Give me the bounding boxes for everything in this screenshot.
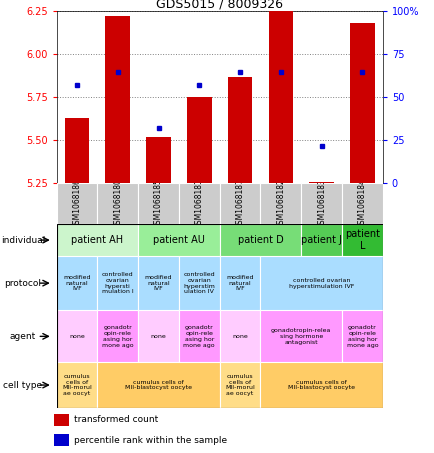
Bar [341,224,382,256]
Bar [349,24,374,183]
Bar [178,183,219,224]
Bar [138,183,178,224]
Bar [97,362,219,408]
Bar [260,183,300,224]
Text: cumulus
cells of
MII-morul
ae oocyt: cumulus cells of MII-morul ae oocyt [62,374,92,396]
Text: cumulus
cells of
MII-morul
ae oocyt: cumulus cells of MII-morul ae oocyt [225,374,254,396]
Bar [138,256,178,310]
Bar [146,137,170,183]
Bar [138,310,178,362]
Bar [219,183,260,224]
Text: cell type: cell type [3,381,43,390]
Text: GSM1068184: GSM1068184 [357,178,366,229]
Bar [53,414,69,426]
Text: agent: agent [10,332,36,341]
Text: none: none [150,334,166,339]
Text: individual: individual [1,236,45,245]
Bar [56,310,97,362]
Bar [341,310,382,362]
Text: GSM1068181: GSM1068181 [194,178,203,229]
Text: percentile rank within the sample: percentile rank within the sample [74,436,227,445]
Bar [341,183,382,224]
Text: transformed count: transformed count [74,415,158,424]
Bar [178,256,219,310]
Bar [309,182,333,183]
Bar [56,256,97,310]
Bar [260,256,382,310]
Text: GSM1068183: GSM1068183 [316,178,326,229]
Bar [65,118,89,183]
Text: cumulus cells of
MII-blastocyst oocyte: cumulus cells of MII-blastocyst oocyte [287,380,354,390]
Text: GSM1068185: GSM1068185 [154,178,163,229]
Bar [56,183,97,224]
Bar [187,97,211,183]
Text: controlled ovarian
hyperstimulation IVF: controlled ovarian hyperstimulation IVF [288,278,354,289]
Bar [56,362,97,408]
Title: GDS5015 / 8009326: GDS5015 / 8009326 [156,0,283,10]
Text: gonadotropin-relea
sing hormone
antagonist: gonadotropin-relea sing hormone antagoni… [270,328,331,345]
Bar [219,310,260,362]
Text: controlled
ovarian
hyperstim
ulation IV: controlled ovarian hyperstim ulation IV [183,272,215,294]
Bar [227,77,252,183]
Bar [300,183,341,224]
Text: controlled
ovarian
hypersti
mulation I: controlled ovarian hypersti mulation I [102,272,133,294]
Bar [268,11,293,183]
Bar [97,310,138,362]
Text: GSM1068182: GSM1068182 [276,178,285,229]
Text: GSM1068187: GSM1068187 [235,178,244,229]
Text: none: none [69,334,85,339]
Text: modified
natural
IVF: modified natural IVF [145,275,172,291]
Bar [219,224,300,256]
Text: patient AU: patient AU [153,235,204,245]
Text: cumulus cells of
MII-blastocyst oocyte: cumulus cells of MII-blastocyst oocyte [125,380,191,390]
Bar [219,362,260,408]
Text: patient AH: patient AH [71,235,123,245]
Text: modified
natural
IVF: modified natural IVF [63,275,90,291]
Text: patient
L: patient L [344,229,379,251]
Bar [260,362,382,408]
Text: patient J: patient J [300,235,342,245]
Text: protocol: protocol [4,279,42,288]
Bar [138,224,219,256]
Text: modified
natural
IVF: modified natural IVF [226,275,253,291]
Bar [56,224,138,256]
Bar [300,224,341,256]
Bar [260,310,341,362]
Bar [97,183,138,224]
Bar [178,310,219,362]
Text: none: none [232,334,247,339]
Text: gonadotr
opin-rele
asing hor
mone ago: gonadotr opin-rele asing hor mone ago [346,325,377,347]
Text: GSM1068180: GSM1068180 [113,178,122,229]
Bar [53,434,69,447]
Text: patient D: patient D [237,235,283,245]
Text: gonadotr
opin-rele
asing hor
mone ago: gonadotr opin-rele asing hor mone ago [102,325,133,347]
Text: gonadotr
opin-rele
asing hor
mone ago: gonadotr opin-rele asing hor mone ago [183,325,214,347]
Text: GSM1068186: GSM1068186 [72,178,81,229]
Bar [105,16,130,183]
Bar [219,256,260,310]
Bar [97,256,138,310]
